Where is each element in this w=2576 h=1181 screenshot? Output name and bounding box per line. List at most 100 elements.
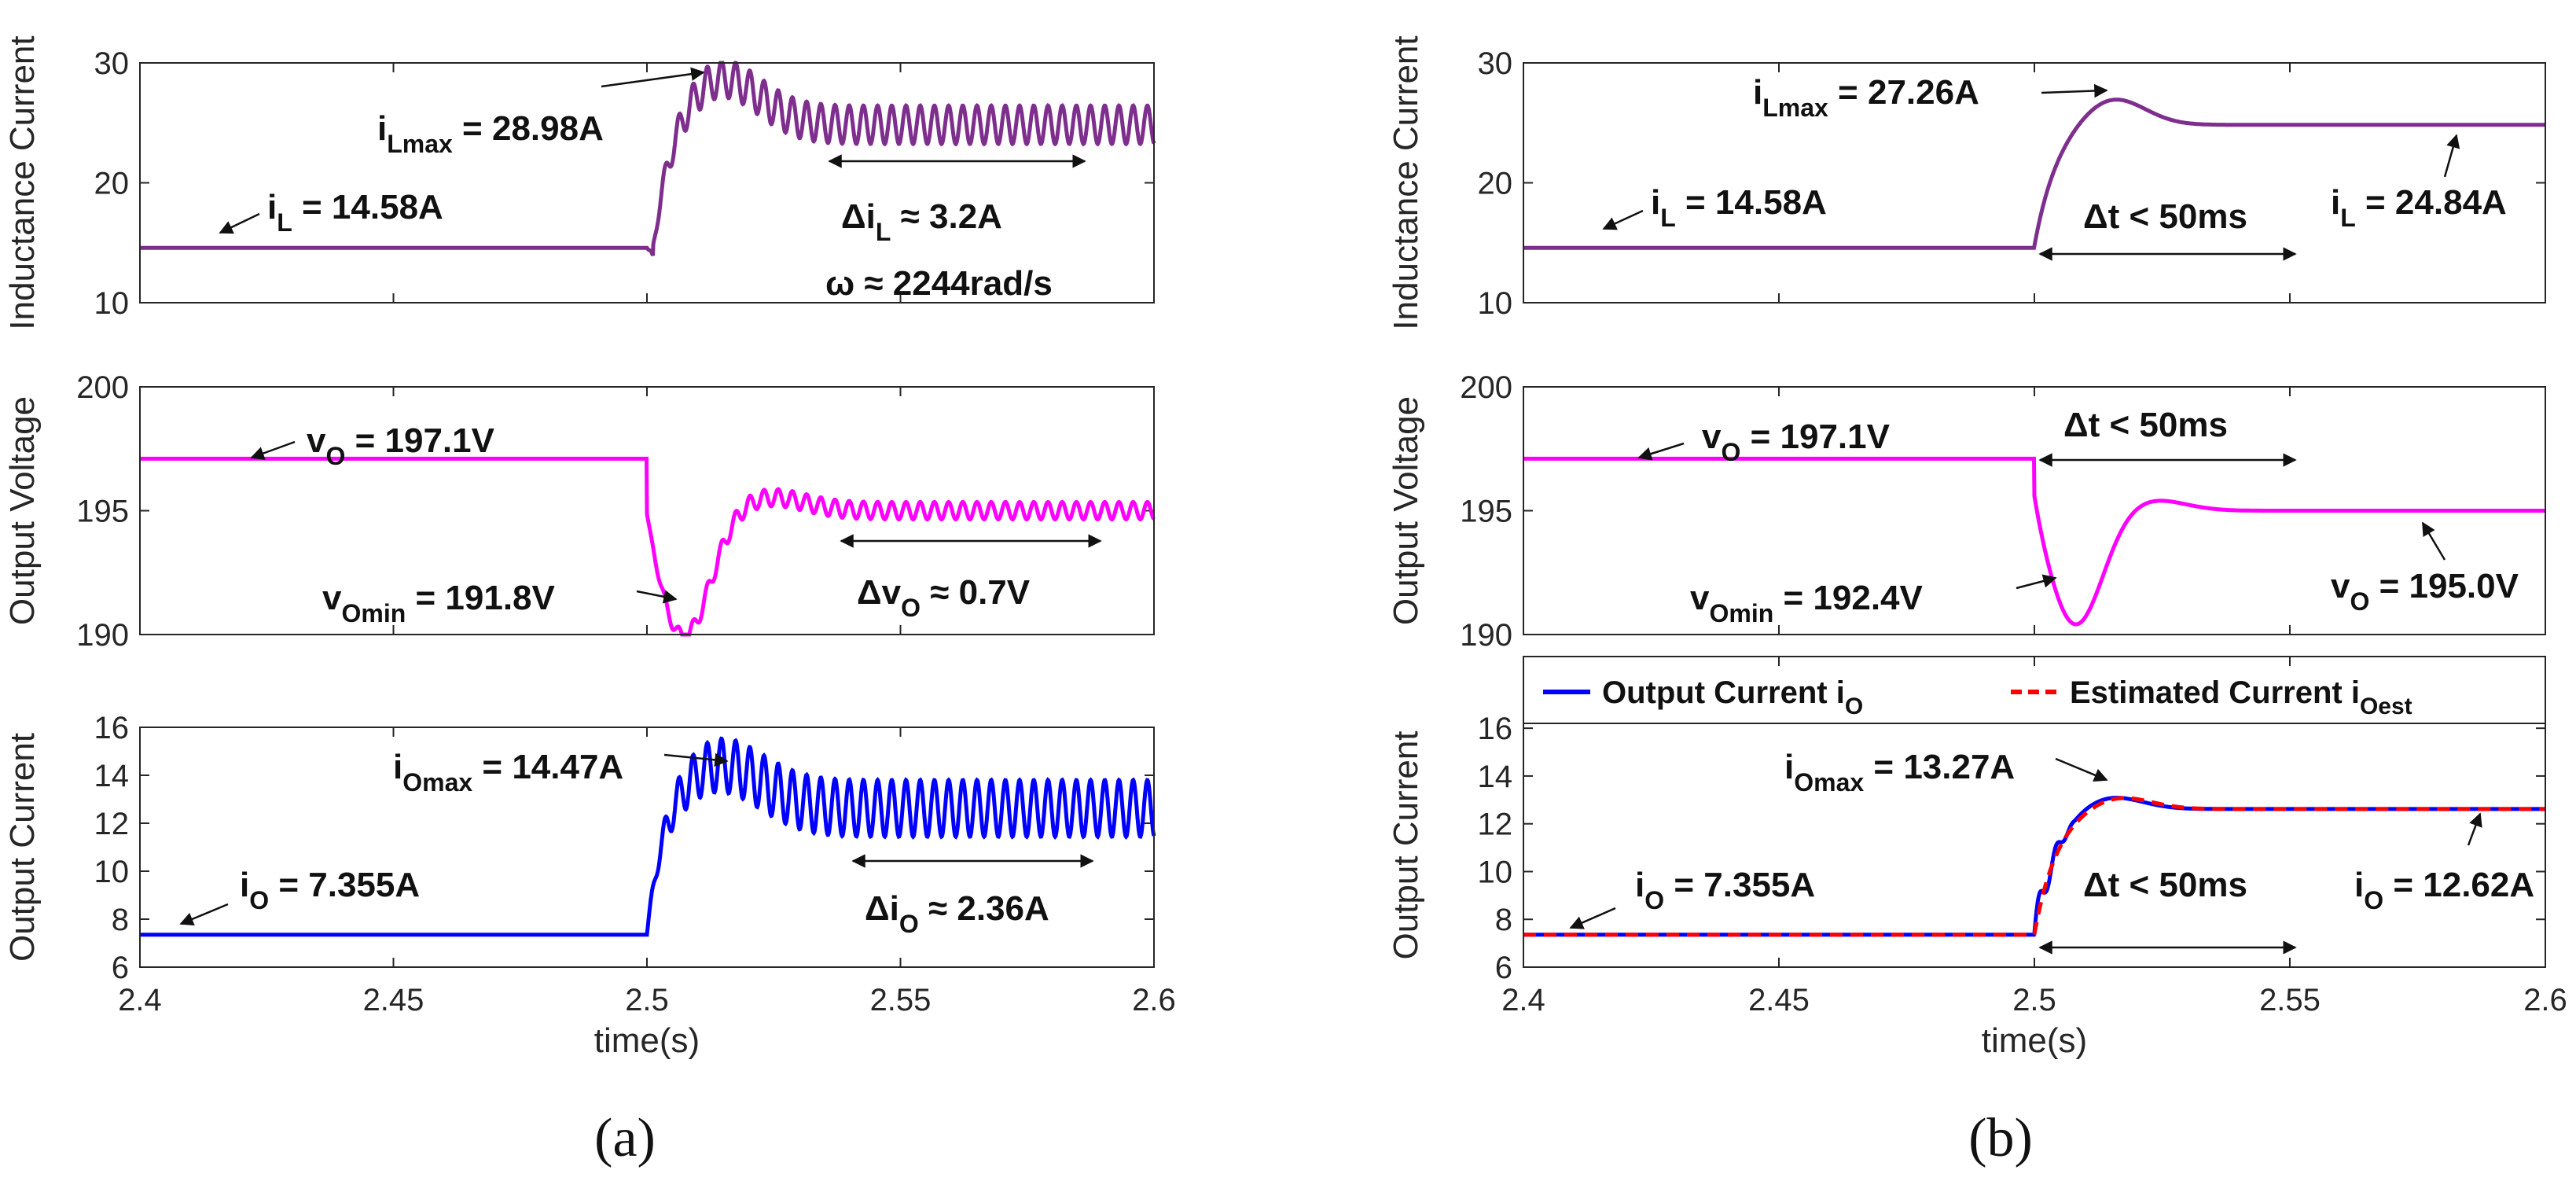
annotation-subscript: L	[1660, 204, 1676, 232]
annotation-value: = 13.27A	[1864, 748, 2015, 786]
annotation-text: v	[322, 579, 342, 617]
plot-area-b1	[1523, 63, 2545, 303]
series-line-il	[1523, 97, 2545, 250]
y-tick-label: 30	[94, 46, 130, 81]
annotation-arrow	[250, 440, 296, 460]
legend-subscript: Oest	[2360, 694, 2412, 719]
annotation-value: = 191.8V	[406, 579, 555, 617]
annotation-a1-3: ω ≈ 2244rad/s	[825, 264, 1053, 303]
annotation-subscript: O	[1721, 438, 1740, 466]
series-line-estimated-current-ioest	[1523, 796, 2545, 937]
y-tick-label: 200	[76, 370, 129, 405]
annotation-subscript: O	[899, 910, 919, 938]
annotation-subscript: Omin	[1709, 599, 1773, 627]
axes-frame	[1523, 386, 2546, 635]
x-tick-label: 2.4	[118, 983, 162, 1017]
axes-frame	[1523, 656, 2546, 968]
x-axis-label: time(s)	[594, 1021, 700, 1060]
y-tick-label: 200	[1460, 370, 1512, 405]
annotation-text: v	[307, 421, 326, 460]
annotation-arrow	[2421, 521, 2446, 561]
annotation-arrow	[2443, 134, 2460, 178]
chart-b3: 2.4 2.45 2.5 2.55 2.6 6 8 10 12 14 16 Output Curren…	[1387, 656, 2567, 1060]
annotation-b3-2: Δt < 50ms	[2083, 866, 2247, 904]
y-tick-label: 190	[1460, 618, 1512, 653]
annotation-subscript: O	[325, 442, 345, 470]
y-tick-label: 16	[1478, 712, 1513, 746]
annotation-b2-3: vO = 195.0V	[2331, 567, 2519, 616]
plot-area-a1	[140, 63, 1154, 303]
annotation-value: = 27.26A	[1828, 73, 1979, 112]
panel-label-b: (b)	[1968, 1108, 2033, 1168]
annotation-text: Δi	[841, 197, 876, 236]
annotation-text: i	[1784, 748, 1794, 786]
annotation-subscript: O	[901, 594, 921, 622]
x-tick-label: 2.45	[363, 983, 424, 1017]
annotation-b3-0: iOmax = 13.27A	[1784, 748, 2015, 797]
annotation-subscript: Lmax	[1762, 94, 1828, 122]
annotation-b2-1: Δt < 50ms	[2063, 406, 2228, 444]
panel-label-a: (a)	[594, 1108, 656, 1168]
annotation-b2-0: vO = 197.1V	[1702, 418, 1891, 466]
annotation-subscript: Omin	[341, 599, 406, 627]
annotation-a1-1: iL = 14.58A	[267, 188, 443, 237]
annotation-value: = 7.355A	[1664, 866, 1815, 904]
y-tick-label: 10	[94, 286, 130, 321]
annotation-text: i	[1635, 866, 1644, 904]
annotation-text: i	[1753, 73, 1762, 112]
annotation-value: = 197.1V	[345, 421, 494, 460]
annotation-text: v	[2331, 567, 2350, 605]
y-tick-label: 195	[1460, 495, 1512, 529]
y-axis-label: Inductance Current	[3, 35, 42, 329]
annotation-arrow	[2467, 812, 2482, 846]
y-axis-label: Output Voltage	[3, 396, 42, 625]
y-axis-label: Output Current	[1387, 730, 1425, 959]
annotation-b1-1: iL = 14.58A	[1651, 183, 1827, 232]
annotation-a3-2: ΔiO ≈ 2.36A	[865, 889, 1049, 938]
annotation-value: = 192.4V	[1773, 579, 1923, 617]
annotation-text: i	[1651, 183, 1660, 222]
annotation-text: Δv	[857, 573, 902, 612]
x-tick-label: 2.5	[2012, 983, 2056, 1017]
x-tick-label: 2.55	[2259, 983, 2321, 1017]
y-tick-label: 14	[1478, 760, 1513, 794]
annotation-value: = 7.355A	[269, 866, 420, 904]
annotation-value: = 24.84A	[2356, 183, 2507, 222]
legend-entry: Output Current iO	[1602, 675, 1863, 719]
axes-frame	[1523, 62, 2546, 304]
annotation-subscript: Lmax	[387, 130, 453, 158]
y-tick-label: 6	[112, 951, 129, 985]
annotation-subscript: O	[1644, 886, 1664, 914]
y-tick-label: 12	[94, 807, 130, 841]
annotation-value: = 28.98A	[453, 109, 604, 148]
series-line-il	[140, 61, 1156, 256]
annotation-b3-1: iO = 7.355A	[1635, 866, 1815, 914]
x-tick-label: 2.6	[2523, 983, 2567, 1017]
x-tick-label: 2.55	[870, 983, 932, 1017]
annotation-arrow	[2016, 574, 2057, 590]
annotation-value: = 197.1V	[1740, 418, 1890, 456]
annotation-value: = 14.58A	[1676, 183, 1827, 222]
annotation-subscript: O	[2364, 886, 2383, 914]
x-tick-label: 2.5	[625, 983, 669, 1017]
annotation-a3-1: iO = 7.355A	[240, 866, 420, 914]
annotation-subscript: L	[277, 208, 292, 237]
annotation-b2-2: vOmin = 192.4V	[1690, 579, 1924, 627]
annotation-text: i	[240, 866, 249, 904]
annotation-arrow	[1602, 209, 1644, 230]
y-tick-label: 10	[94, 855, 130, 889]
annotation-text: v	[1690, 579, 1710, 617]
annotation-a2-1: vOmin = 191.8V	[322, 579, 556, 627]
annotation-subscript: Omax	[1794, 768, 1864, 797]
annotation-arrow	[219, 212, 260, 234]
legend-subscript: O	[1845, 694, 1863, 719]
annotation-text: Δt < 50ms	[2063, 406, 2228, 444]
y-axis-label: Inductance Current	[1387, 35, 1425, 329]
annotation-subscript: O	[2350, 587, 2369, 616]
annotation-arrow	[179, 903, 229, 926]
legend-text: Output Current i	[1602, 675, 1845, 710]
y-tick-label: 8	[112, 903, 129, 937]
axes-frame	[139, 62, 1155, 304]
